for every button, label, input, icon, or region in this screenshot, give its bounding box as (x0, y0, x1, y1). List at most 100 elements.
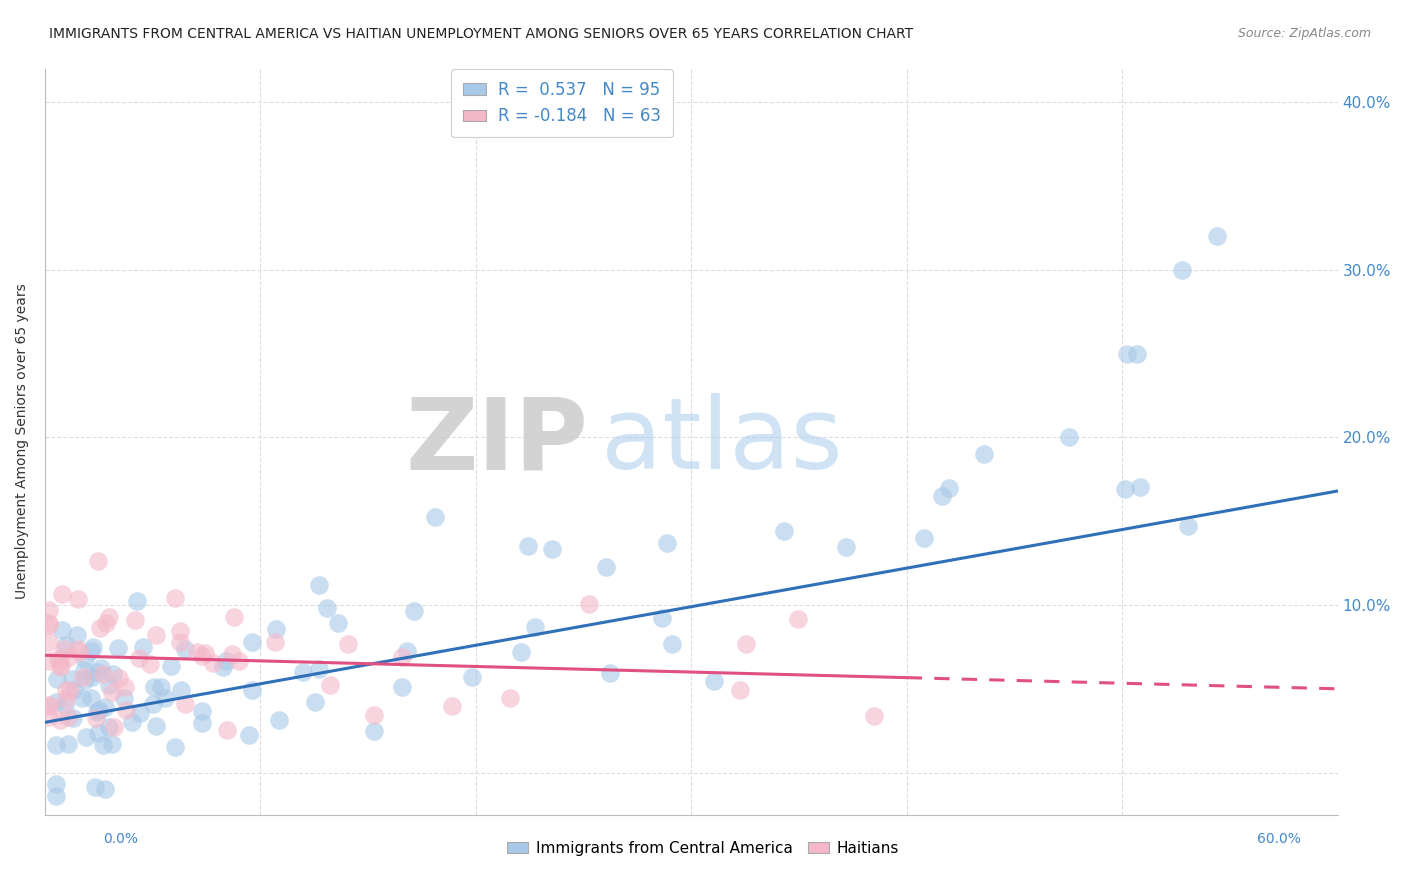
Point (787, 612, 810, 626)
Point (173, 697, 195, 711)
Point (509, 645, 531, 659)
Point (461, 670, 484, 684)
Point (38, 617, 60, 632)
Point (103, 667, 125, 681)
Point (73, 673, 96, 688)
Point (46, 672, 69, 686)
Point (45, 789, 67, 803)
Text: 0.0%: 0.0% (103, 832, 138, 846)
Point (516, 539, 538, 553)
Point (91, 738, 114, 752)
Point (440, 699, 463, 714)
Point (578, 598, 600, 612)
Point (38, 615, 60, 630)
Point (103, 720, 125, 734)
Point (97, 678, 120, 692)
Point (292, 665, 315, 680)
Text: 60.0%: 60.0% (1257, 832, 1301, 846)
Point (326, 615, 349, 630)
Point (114, 680, 136, 694)
Point (404, 604, 426, 618)
Point (89, 703, 111, 717)
Point (190, 649, 212, 664)
Point (86, 665, 108, 680)
Point (72, 691, 94, 706)
Point (661, 637, 683, 651)
Point (129, 706, 152, 721)
Point (1116, 346, 1139, 360)
Point (58, 649, 80, 664)
Point (59, 682, 82, 697)
Point (82, 640, 104, 655)
Point (66, 592, 89, 607)
Point (773, 524, 796, 538)
Point (1126, 346, 1149, 360)
Point (1177, 519, 1199, 533)
Point (139, 657, 162, 671)
Point (201, 657, 224, 671)
Text: Source: ZipAtlas.com: Source: ZipAtlas.com (1237, 27, 1371, 40)
Point (84, 711, 107, 725)
Point (240, 634, 263, 648)
Point (87, 554, 110, 568)
Point (69, 644, 91, 658)
Point (319, 678, 342, 692)
Point (53, 642, 76, 657)
Point (89, 622, 111, 636)
Point (221, 647, 243, 661)
Point (49, 653, 72, 667)
Point (150, 680, 173, 694)
Point (269, 714, 291, 728)
Point (51, 587, 73, 601)
Point (863, 709, 886, 723)
Point (238, 728, 260, 742)
Point (264, 634, 287, 648)
Point (93, 782, 115, 797)
Point (55, 692, 77, 706)
Point (108, 671, 131, 685)
Point (56, 709, 79, 723)
Point (60, 673, 83, 687)
Point (45, 695, 67, 709)
Point (63, 682, 86, 697)
Point (100, 738, 122, 752)
Point (46, 652, 69, 666)
Point (101, 685, 124, 699)
Point (186, 645, 208, 659)
Point (87, 725, 110, 739)
Legend: Immigrants from Central America, Haitians: Immigrants from Central America, Haitian… (501, 835, 905, 862)
Point (212, 659, 235, 673)
Point (174, 642, 197, 657)
Point (308, 578, 330, 592)
Point (51, 623, 73, 637)
Point (121, 714, 143, 729)
Point (38, 710, 60, 724)
Point (651, 611, 673, 625)
Point (83, 780, 105, 794)
Point (75, 651, 97, 665)
Point (1059, 430, 1081, 444)
Point (38, 634, 60, 648)
Point (304, 695, 326, 709)
Point (337, 637, 360, 651)
Point (224, 610, 246, 624)
Point (1114, 482, 1136, 496)
Point (62, 711, 84, 725)
Point (55, 638, 77, 652)
Point (143, 681, 166, 695)
Point (264, 622, 287, 636)
Point (599, 665, 621, 680)
Point (973, 447, 995, 461)
Point (191, 715, 214, 730)
Point (97, 719, 120, 733)
Point (38, 603, 60, 617)
Point (82, 670, 104, 684)
Point (107, 641, 129, 656)
Point (38, 698, 60, 713)
Point (38, 698, 60, 712)
Point (1171, 262, 1194, 277)
Point (90, 660, 112, 674)
Point (169, 624, 191, 638)
Point (75, 730, 97, 744)
Text: atlas: atlas (600, 393, 842, 490)
